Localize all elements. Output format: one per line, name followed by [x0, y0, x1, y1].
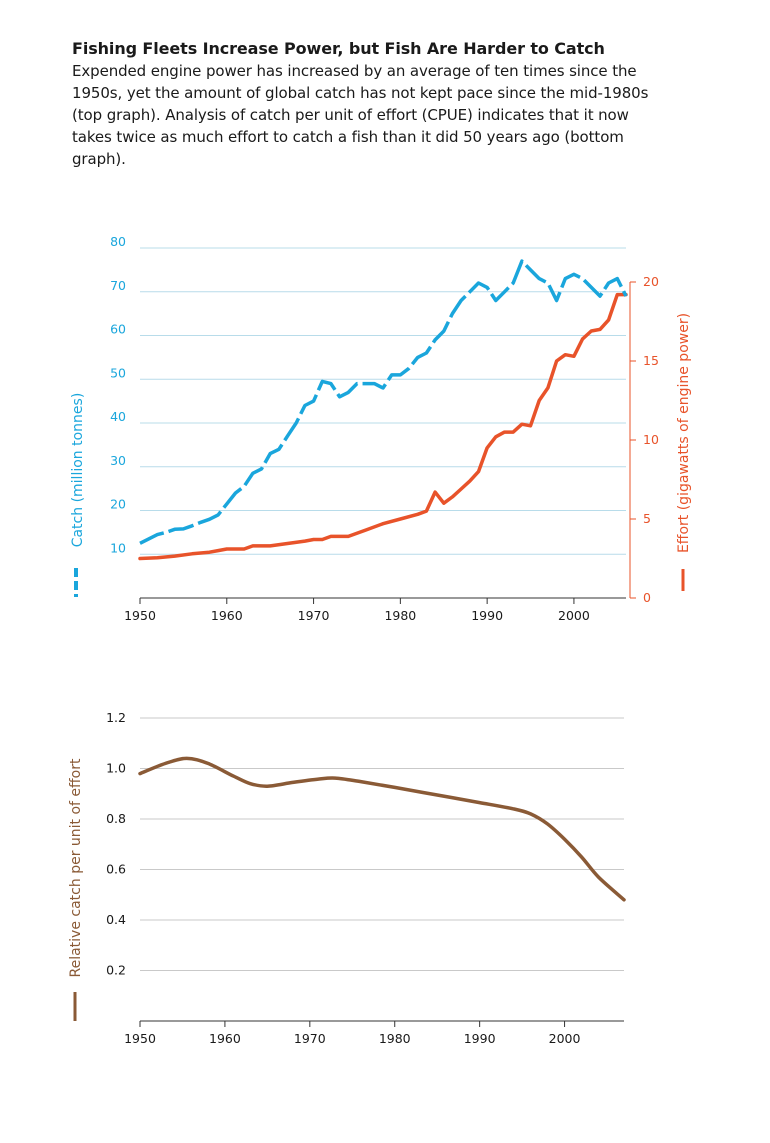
cpue-chart: 0.2 0.4 0.6 0.8 1.0 1.2 1950 1960 1970 1980 1990 20…	[68, 710, 626, 1046]
effort-series-line	[138, 292, 628, 561]
x-tick-label: 1950	[124, 1031, 156, 1046]
y-tick-label: 0.4	[106, 912, 126, 927]
y-tick-label: 50	[110, 365, 126, 380]
y-tick-label: 40	[110, 409, 126, 424]
y2-tick-label: 15	[643, 353, 659, 368]
chart-title: Fishing Fleets Increase Power, but Fish …	[72, 39, 605, 58]
y-tick-label: 0.6	[106, 862, 126, 877]
x-tick-label: 1990	[471, 608, 503, 623]
y-tick-label: 0.8	[106, 811, 126, 826]
cpue-series-line	[138, 756, 626, 902]
x-tick-label: 2000	[558, 608, 590, 623]
y-axis-label-group: Relative catch per unit of effort	[68, 758, 84, 978]
x-tick-label: 1960	[209, 1031, 241, 1046]
x-tick-label: 1980	[384, 608, 416, 623]
y2-tick-label: 0	[643, 590, 651, 605]
y-tick-label: 1.2	[106, 710, 126, 725]
y-tick-label: 0.2	[106, 963, 126, 978]
y-axis-label: Relative catch per unit of effort	[68, 758, 84, 978]
y-tick-label: 10	[110, 540, 126, 555]
y2-tick-label: 10	[643, 432, 659, 447]
y-axis-label-group: Catch (million tonnes)	[70, 393, 86, 548]
header: Fishing Fleets Increase Power, but Fish …	[72, 38, 672, 170]
y-tick-label: 60	[110, 322, 126, 337]
y2-tick-label: 5	[643, 511, 651, 526]
x-tick-label: 1960	[211, 608, 243, 623]
y2-axis-label: Effort (gigawatts of engine power)	[676, 313, 692, 553]
x-tick-label: 1980	[379, 1031, 411, 1046]
x-tick-label: 1990	[464, 1031, 496, 1046]
y-tick-label: 1.0	[106, 761, 126, 776]
y-tick-label: 30	[110, 453, 126, 468]
y-tick-label: 70	[110, 278, 126, 293]
x-tick-label: 2000	[549, 1031, 581, 1046]
x-tick-label: 1970	[298, 608, 330, 623]
y2-tick-label: 20	[643, 274, 659, 289]
y2-axis-label-group: Effort (gigawatts of engine power)	[676, 313, 692, 553]
chart-description: Expended engine power has increased by a…	[72, 62, 649, 168]
y-tick-label: 80	[110, 234, 126, 249]
x-tick-label: 1970	[294, 1031, 326, 1046]
x-tick-label: 1950	[124, 608, 156, 623]
y-tick-label: 20	[110, 497, 126, 512]
y-axis-label: Catch (million tonnes)	[70, 393, 86, 548]
catch-series-line	[139, 259, 628, 545]
